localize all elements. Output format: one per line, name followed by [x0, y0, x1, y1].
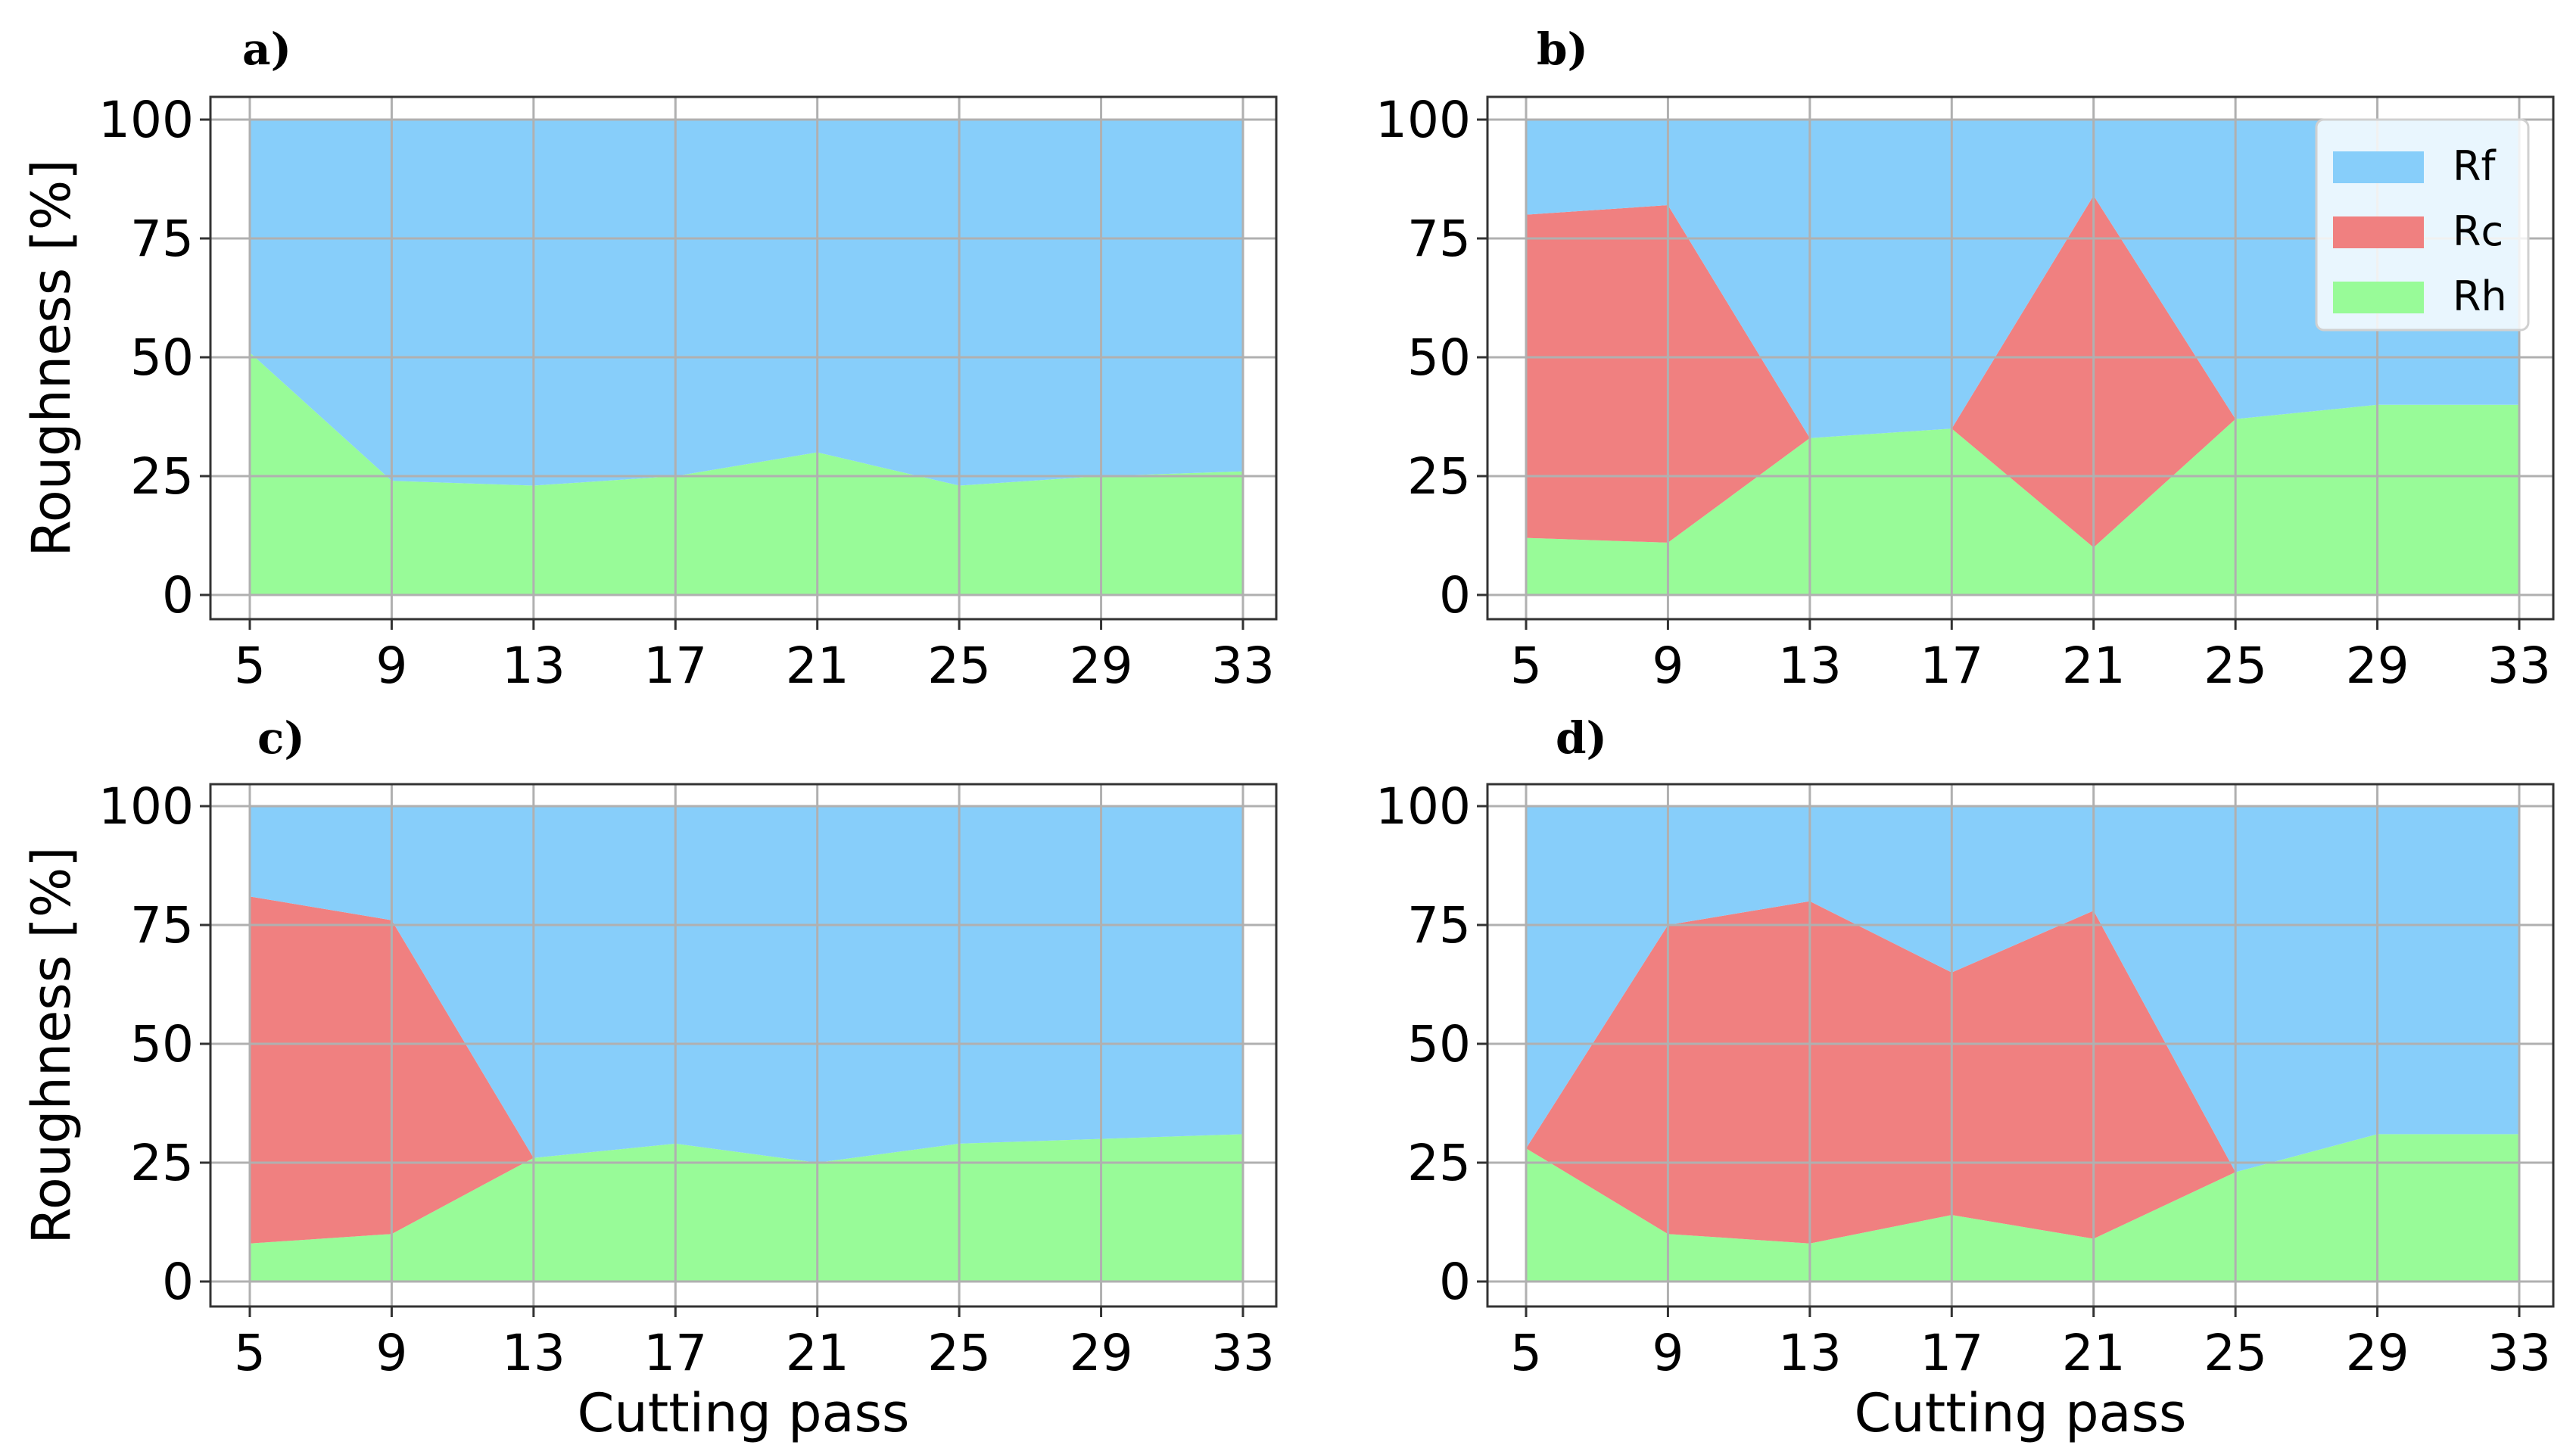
y-tick-label: 0: [1439, 566, 1471, 624]
x-tick-label: 5: [234, 1324, 266, 1382]
legend-label-rf: Rf: [2453, 142, 2497, 190]
plot-frame: [1486, 783, 2555, 1308]
x-tick-label: 17: [1920, 637, 1983, 695]
area-rc: [1526, 901, 2519, 1244]
chart-panel-d: 5 9 13 17 21 25 29 33 0 25 50 75 100 d) Cutting pass: [1375, 712, 2555, 1444]
y-tick-label: 0: [162, 1253, 194, 1311]
x-tick-label: 5: [1510, 637, 1542, 695]
area-rh: [250, 1134, 1243, 1282]
y-tick-label: 75: [130, 210, 194, 268]
area-rf: [1526, 806, 2519, 1173]
area-rf: [250, 806, 1243, 1163]
area-rf: [250, 120, 1243, 486]
legend-label-rh: Rh: [2453, 272, 2507, 320]
x-tick-label: 21: [2062, 1324, 2126, 1382]
y-tick-label: 25: [1407, 1134, 1471, 1192]
y-tick-label: 75: [130, 896, 194, 955]
y-tick-label: 50: [130, 1015, 194, 1073]
area-rc: [250, 896, 1243, 1244]
x-tick-label: 33: [2487, 1324, 2551, 1382]
x-tick-label: 33: [1211, 1324, 1275, 1382]
x-tick-label: 13: [502, 1324, 565, 1382]
x-tick-label: 29: [2346, 637, 2409, 695]
x-tick-label: 5: [234, 637, 266, 695]
x-tick-label: 13: [1778, 637, 1842, 695]
x-tick-label: 13: [1778, 1324, 1842, 1382]
x-tick-label: 25: [927, 637, 991, 695]
y-tick-label: 50: [130, 329, 194, 387]
chart-panel-b: 5 9 13 17 21 25 29 33 0 25 50 75 100 b) Rf Rc Rh: [1375, 23, 2555, 695]
area-rh: [1526, 404, 2519, 595]
legend: Rf Rc Rh: [2315, 118, 2530, 332]
y-tick-label: 25: [130, 1134, 194, 1192]
legend-label-rc: Rc: [2453, 207, 2503, 255]
y-tick-label: 75: [1407, 896, 1471, 955]
y-tick-label: 100: [98, 777, 194, 836]
area-rf: [1526, 120, 2519, 438]
panel-label: b): [1537, 23, 1588, 75]
x-tick-label: 21: [786, 1324, 849, 1382]
x-tick-label: 33: [2487, 637, 2551, 695]
y-tick-label: 0: [1439, 1253, 1471, 1311]
x-tick-label: 29: [1070, 1324, 1133, 1382]
area-rc: [1526, 195, 2519, 548]
x-tick-label: 29: [2346, 1324, 2409, 1382]
plot-frame: [209, 783, 1278, 1308]
x-tick-label: 13: [502, 637, 565, 695]
x-tick-label: 21: [2062, 637, 2126, 695]
y-axis-title: Roughness [%]: [20, 846, 83, 1244]
x-tick-label: 21: [786, 637, 849, 695]
x-tick-label: 17: [643, 1324, 707, 1382]
x-tick-label: 9: [1652, 637, 1684, 695]
x-tick-label: 33: [1211, 637, 1275, 695]
y-tick-label: 100: [1375, 777, 1471, 836]
x-tick-label: 29: [1070, 637, 1133, 695]
y-tick-label: 75: [1407, 210, 1471, 268]
x-tick-label: 17: [1920, 1324, 1983, 1382]
x-tick-label: 25: [2204, 1324, 2267, 1382]
x-tick-label: 9: [375, 1324, 407, 1382]
area-rh: [1526, 1134, 2519, 1282]
x-tick-label: 9: [1652, 1324, 1684, 1382]
chart-panel-c: 5 9 13 17 21 25 29 33 0 25 50 75 100 c) Roughness [%] C…: [20, 712, 1278, 1444]
legend-swatch-rh: [2333, 282, 2424, 313]
panel-label: a): [242, 23, 291, 75]
legend-swatch-rc: [2333, 216, 2424, 248]
x-tick-label: 25: [927, 1324, 991, 1382]
y-tick-label: 100: [98, 91, 194, 149]
legend-swatch-rf: [2333, 151, 2424, 183]
x-axis-title: Cutting pass: [578, 1382, 910, 1444]
y-axis-title: Roughness [%]: [20, 159, 83, 556]
x-tick-label: 17: [643, 637, 707, 695]
y-tick-label: 100: [1375, 91, 1471, 149]
y-tick-label: 0: [162, 566, 194, 624]
y-tick-label: 50: [1407, 329, 1471, 387]
panel-label: d): [1556, 712, 1607, 764]
x-tick-label: 9: [375, 637, 407, 695]
panel-label: c): [257, 712, 305, 764]
x-tick-label: 5: [1510, 1324, 1542, 1382]
y-tick-label: 50: [1407, 1015, 1471, 1073]
area-rh: [250, 352, 1243, 595]
chart-panel-a: 5 9 13 17 21 25 29 33 0 25 50 75 100 a) Roughness [%]: [20, 23, 1278, 695]
y-tick-label: 25: [1407, 447, 1471, 506]
y-tick-label: 25: [130, 447, 194, 506]
x-axis-title: Cutting pass: [1855, 1382, 2187, 1444]
x-tick-label: 25: [2204, 637, 2267, 695]
